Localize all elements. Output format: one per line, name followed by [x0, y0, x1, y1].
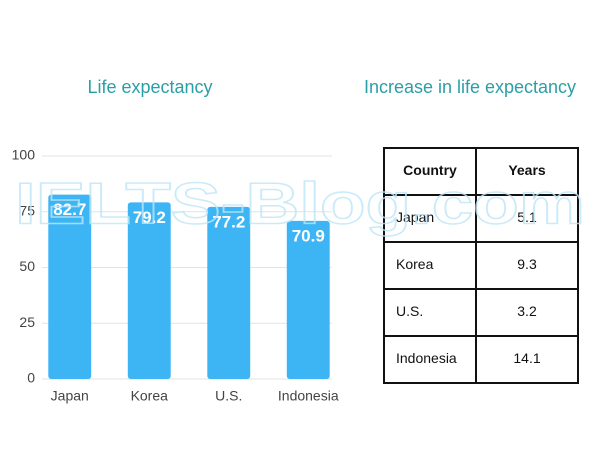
- y-tick-label: 50: [19, 258, 35, 274]
- table-title: Increase in life expectancy: [364, 77, 576, 97]
- table-cell: Indonesia: [396, 350, 457, 366]
- bar: [207, 206, 251, 379]
- table-border: [383, 147, 579, 384]
- y-tick-label: 75: [19, 202, 35, 218]
- table-cell: Korea: [396, 256, 434, 272]
- x-tick-label: U.S.: [215, 388, 242, 404]
- column-header: Country: [403, 162, 457, 178]
- x-tick-label: Korea: [131, 388, 169, 404]
- table-cell: 5.1: [517, 209, 537, 225]
- x-tick-label: Indonesia: [278, 388, 339, 404]
- value-label: 70.9: [292, 226, 325, 245]
- table-cell: Japan: [396, 209, 434, 225]
- bar: [48, 194, 92, 379]
- y-tick-label: 100: [12, 147, 36, 163]
- x-tick-label: Japan: [51, 388, 89, 404]
- bar: [286, 220, 330, 379]
- y-tick-label: 25: [19, 314, 35, 330]
- table-cell: 14.1: [513, 350, 540, 366]
- watermark: IELTS-Blog.com: [15, 171, 585, 236]
- value-label: 82.7: [53, 200, 86, 219]
- table-cell: 3.2: [517, 303, 537, 319]
- value-label: 79.2: [133, 208, 166, 227]
- chart-title: Life expectancy: [87, 77, 212, 97]
- bar: [127, 202, 171, 379]
- value-label: 77.2: [212, 212, 245, 231]
- y-tick-label: 0: [27, 370, 35, 386]
- table-cell: U.S.: [396, 303, 423, 319]
- table-cell: 9.3: [517, 256, 537, 272]
- column-header: Years: [508, 162, 546, 178]
